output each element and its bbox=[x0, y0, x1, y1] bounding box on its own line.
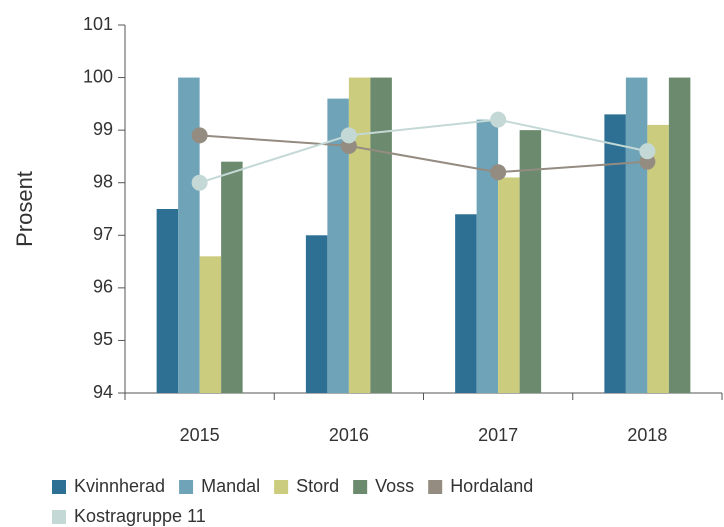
line-marker bbox=[490, 164, 507, 181]
y-tick-label: 100 bbox=[83, 66, 113, 86]
bar bbox=[305, 235, 328, 393]
y-tick-label: 99 bbox=[93, 119, 113, 139]
line-marker bbox=[340, 127, 357, 144]
line bbox=[199, 134, 648, 174]
legend-label: Hordaland bbox=[450, 476, 533, 496]
x-tick-label: 2016 bbox=[329, 425, 369, 445]
y-axis-label: Prosent bbox=[12, 171, 37, 247]
legend-label: Stord bbox=[296, 476, 339, 496]
bar bbox=[519, 130, 542, 393]
bar bbox=[221, 161, 243, 393]
legend-label: Kvinnherad bbox=[74, 476, 165, 496]
legend-swatch bbox=[274, 480, 289, 494]
bar bbox=[370, 77, 392, 394]
bar bbox=[625, 77, 648, 394]
line-marker bbox=[490, 111, 507, 128]
line-marker bbox=[191, 127, 208, 144]
bar bbox=[327, 98, 349, 393]
bar bbox=[348, 77, 371, 394]
legend-swatch bbox=[179, 480, 194, 494]
y-tick-label: 101 bbox=[83, 14, 113, 34]
y-tick-label: 95 bbox=[93, 329, 113, 349]
x-tick-label: 2018 bbox=[627, 425, 667, 445]
y-tick-label: 96 bbox=[93, 277, 113, 297]
bar bbox=[178, 77, 200, 394]
y-tick-label: 98 bbox=[93, 171, 113, 191]
legend-label: Kostragruppe 11 bbox=[74, 506, 206, 526]
bar bbox=[498, 177, 520, 393]
bar bbox=[156, 209, 179, 393]
bar bbox=[647, 124, 669, 393]
bar bbox=[604, 114, 626, 393]
legend-label: Voss bbox=[375, 476, 414, 496]
y-tick-label: 94 bbox=[93, 382, 113, 402]
legend-swatch bbox=[428, 480, 443, 494]
bar bbox=[455, 214, 477, 393]
legend-swatch bbox=[52, 480, 66, 494]
bar bbox=[668, 77, 691, 394]
bar bbox=[199, 256, 222, 393]
line-marker bbox=[191, 174, 208, 191]
legend-swatch bbox=[353, 480, 368, 494]
line-marker bbox=[639, 143, 656, 160]
x-tick-label: 2015 bbox=[180, 425, 220, 445]
bar bbox=[476, 119, 499, 393]
line bbox=[199, 118, 648, 184]
y-tick-label: 97 bbox=[93, 224, 113, 244]
legend-label: Mandal bbox=[201, 476, 260, 496]
x-tick-label: 2017 bbox=[478, 425, 518, 445]
legend-swatch bbox=[52, 510, 66, 524]
